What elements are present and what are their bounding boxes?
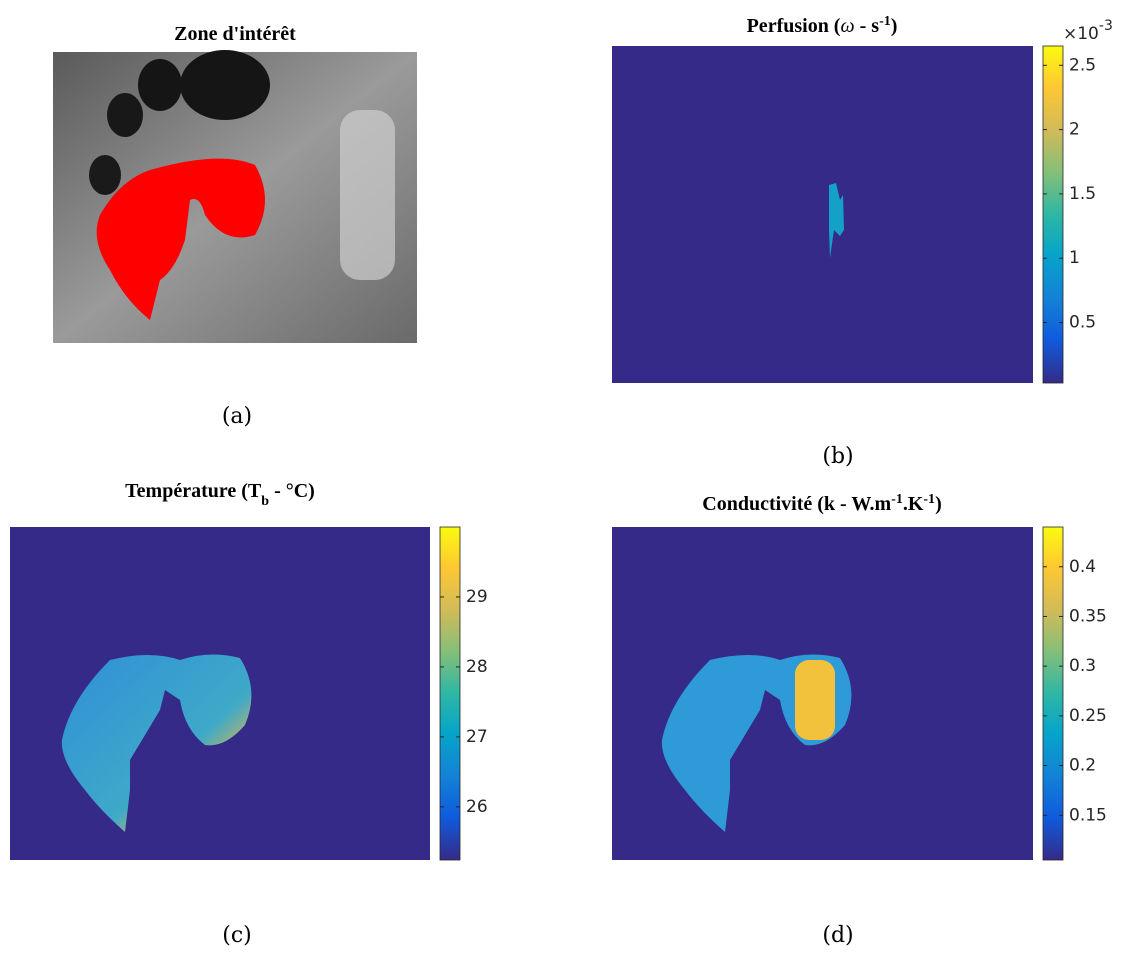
foot-image [53, 50, 417, 343]
colorbar-tick-label: 28 [466, 657, 488, 677]
panel-caption: (a) [222, 404, 252, 429]
conductivity-map [612, 527, 1033, 860]
colorbar-tick-label: 2.5 [1069, 55, 1096, 75]
panel-title: Perfusion (ω - s-1) [747, 14, 898, 38]
text-segment: -3 [1099, 18, 1113, 34]
colorbar [1042, 45, 1064, 384]
text-segment: ) [891, 15, 898, 37]
colorbar-tick-label: 27 [466, 727, 488, 747]
text-segment: - °C) [269, 480, 315, 502]
text-segment: ) [935, 493, 942, 515]
colorbar-tick-label: 0.3 [1069, 656, 1096, 676]
colorbar-multiplier: ×10-3 [1063, 18, 1113, 44]
colorbar [439, 526, 461, 861]
text-segment: Conductivité (k - W.m [702, 493, 891, 515]
colorbar-tick-label: 0.2 [1069, 756, 1096, 776]
temperature-map [10, 527, 430, 860]
colorbar-tick-label: 0.5 [1069, 313, 1096, 333]
colorbar-tick-label: 0.15 [1069, 805, 1107, 825]
colorbar-tick-label: 29 [466, 587, 488, 607]
text-segment: b [261, 494, 269, 509]
text-segment: - s [855, 15, 880, 37]
text-segment: ω [840, 15, 854, 37]
text-segment: Zone d'intérêt [174, 23, 296, 45]
colorbar-tick-label: 1.5 [1069, 184, 1096, 204]
text-segment: -1 [923, 492, 935, 507]
panel-caption: (c) [222, 923, 252, 948]
panel-caption: (b) [822, 444, 853, 469]
text-segment: .K [903, 493, 924, 515]
text-segment: ×10 [1063, 24, 1099, 44]
panel-title: Température (Tb - °C) [125, 480, 315, 509]
colorbar-tick-label: 2 [1069, 120, 1080, 140]
colorbar-tick-label: 26 [466, 797, 488, 817]
text-segment: Température (T [125, 480, 262, 502]
panel-title: Zone d'intérêt [174, 23, 296, 45]
text-segment: -1 [879, 14, 891, 29]
colorbar [1042, 526, 1064, 861]
colorbar-tick-label: 1 [1069, 248, 1080, 268]
colorbar-tick-label: 0.35 [1069, 606, 1107, 626]
text-segment: -1 [891, 492, 903, 507]
colorbar-tick-label: 0.25 [1069, 706, 1107, 726]
panel-caption: (d) [822, 923, 853, 948]
panel-title: Conductivité (k - W.m-1.K-1) [702, 492, 941, 516]
perfusion-map [612, 46, 1033, 383]
text-segment: Perfusion ( [747, 15, 841, 37]
colorbar-tick-label: 0.4 [1069, 557, 1096, 577]
